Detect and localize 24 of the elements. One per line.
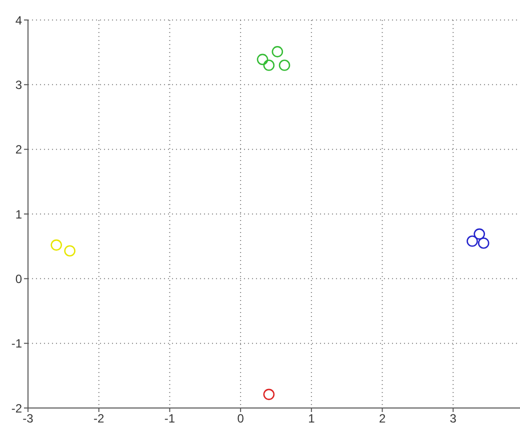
x-tick-label: 3 <box>450 412 457 426</box>
y-tick-label: -2 <box>11 401 22 416</box>
x-tick-label: -1 <box>164 412 176 426</box>
x-tick-label: -3 <box>22 412 34 426</box>
x-tick-label: 0 <box>237 412 244 426</box>
point <box>64 245 76 257</box>
point <box>474 228 486 240</box>
point <box>478 237 490 249</box>
point <box>263 388 275 400</box>
y-tick-label: 2 <box>15 142 22 157</box>
point <box>272 46 284 58</box>
point <box>256 54 268 66</box>
y-tick-label: 4 <box>15 13 22 28</box>
point <box>263 60 275 71</box>
x-tick-label: -2 <box>94 412 105 426</box>
y-tick-label: 3 <box>15 78 22 92</box>
point <box>466 236 478 247</box>
y-tick-label: -1 <box>11 336 22 351</box>
y-tick-label: 1 <box>15 207 22 222</box>
point <box>50 239 62 251</box>
point <box>278 60 290 71</box>
y-tick-label: 0 <box>15 272 22 286</box>
x-tick-label: 1 <box>308 412 316 426</box>
x-tick-label: 2 <box>378 412 386 426</box>
